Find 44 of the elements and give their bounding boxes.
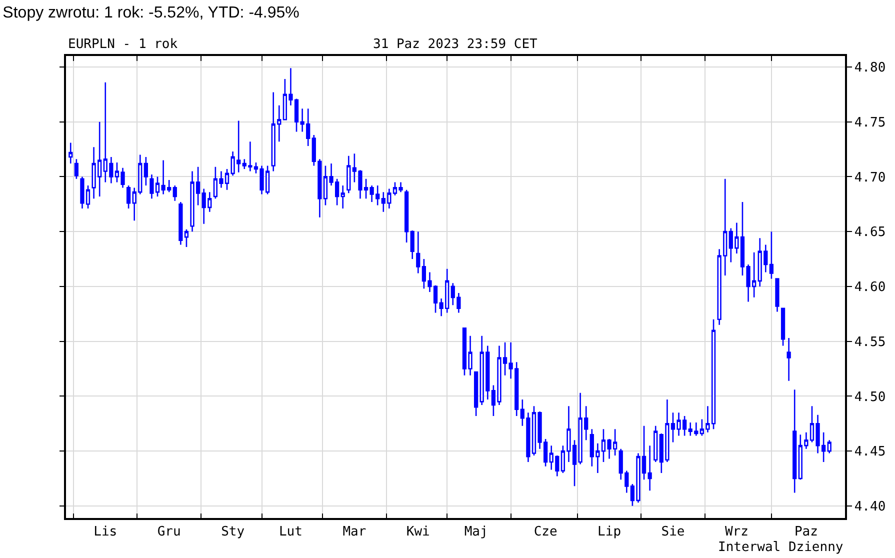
x-tick-label: Cze [534, 524, 558, 540]
y-tick-label: 4.40 [854, 499, 886, 514]
x-tick-label: Kwi [406, 524, 430, 540]
x-tick-label: Sie [661, 524, 685, 540]
candlestick [775, 278, 780, 312]
candlestick [780, 308, 786, 346]
candlestick [827, 439, 832, 454]
chart-title: Stopy zwrotu: 1 rok: -5.52%, YTD: -4.95% [2, 4, 300, 22]
candlestick [340, 184, 345, 210]
x-tick-label: Lip [598, 524, 622, 540]
x-tick-label: Gru [157, 524, 181, 540]
y-tick-label: 4.80 [854, 60, 886, 76]
candlestick [346, 155, 351, 194]
candlestick [144, 156, 148, 186]
text: 31 Paz 2023 23:59 CET [373, 37, 538, 52]
y-tick-label: 4.55 [854, 334, 886, 350]
x-tick-label: Lut [278, 524, 302, 540]
y-tick-label: 4.45 [854, 444, 886, 460]
candlestick [792, 388, 797, 494]
y-tick-label: 4.75 [854, 115, 886, 130]
x-tick-label: Sty [221, 524, 245, 540]
x-tick-label: Maj [464, 524, 488, 540]
y-tick-label: 4.60 [854, 280, 886, 295]
y-tick-label: 4.65 [854, 225, 886, 240]
candlestick [404, 189, 409, 244]
candlestick [769, 230, 774, 280]
text: Interwal Dzienny [718, 540, 844, 555]
candlestick [74, 158, 78, 180]
x-tick-label: Lis [94, 524, 118, 540]
candlestick [474, 371, 478, 417]
candlestick [416, 230, 420, 274]
y-tick-label: 4.70 [854, 170, 886, 186]
chart-subtitle: EURPLN - 1 rok [68, 37, 178, 52]
x-tick-label: Wrz [724, 524, 748, 540]
candlestick [126, 184, 131, 210]
candlestick [786, 337, 791, 382]
candlestick [654, 425, 658, 463]
y-tick-label: 4.50 [854, 390, 886, 405]
candlestick [648, 444, 652, 492]
x-tick-label: Paz [794, 524, 818, 540]
candlestick [172, 184, 177, 202]
candlestick [68, 142, 73, 164]
candlestick [410, 230, 414, 260]
x-tick-label: Mar [342, 524, 366, 540]
